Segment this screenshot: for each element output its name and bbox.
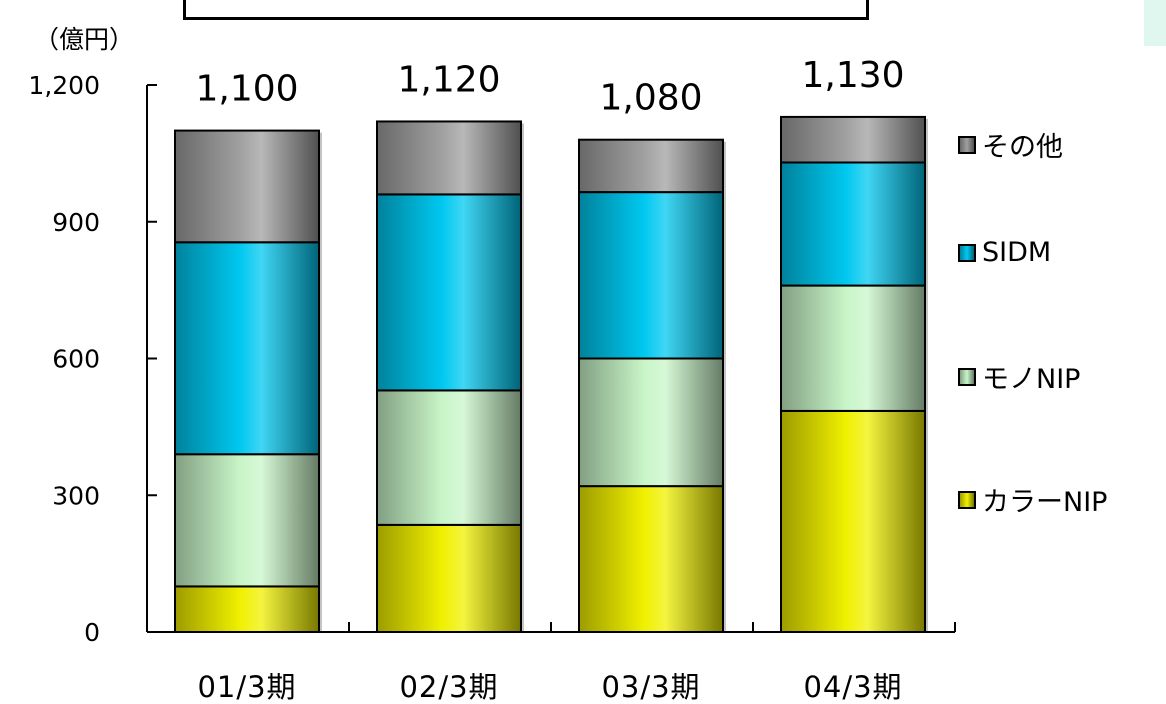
y-tick-label: 1,200 bbox=[28, 71, 100, 100]
bar-segment bbox=[578, 357, 724, 488]
bar-segment bbox=[578, 485, 724, 633]
bar-segment bbox=[780, 409, 926, 633]
bar-segment bbox=[376, 389, 522, 526]
bar-segment bbox=[376, 523, 522, 633]
legend-item: SIDM bbox=[958, 237, 1051, 268]
bar-total-label: 1,080 bbox=[599, 78, 702, 119]
legend-item: その他 bbox=[958, 125, 1063, 164]
bar-segment bbox=[174, 241, 320, 456]
x-tick-label: 01/3期 bbox=[197, 670, 296, 704]
legend-swatch bbox=[958, 243, 976, 262]
legend-label: その他 bbox=[982, 132, 1063, 163]
y-tick-label: 900 bbox=[52, 208, 100, 237]
y-tick-label: 300 bbox=[52, 481, 100, 510]
legend-item: カラーNIP bbox=[958, 480, 1107, 519]
legend-item: モノNIP bbox=[958, 357, 1080, 396]
legend-label: SIDM bbox=[982, 237, 1052, 268]
y-axis-unit-label: （億円） bbox=[34, 25, 135, 54]
y-tick-label: 0 bbox=[84, 618, 100, 647]
x-tick-label: 04/3期 bbox=[803, 670, 902, 704]
bar-segment bbox=[174, 453, 320, 588]
legend-swatch bbox=[958, 135, 976, 154]
bar-segment bbox=[578, 191, 724, 360]
legend-label: カラーNIP bbox=[982, 487, 1108, 518]
bar-segment bbox=[780, 161, 926, 287]
bar-segment bbox=[578, 138, 724, 194]
bar-total-label: 1,130 bbox=[801, 55, 904, 96]
y-tick-label: 600 bbox=[52, 345, 100, 374]
bar-total-label: 1,120 bbox=[397, 59, 500, 100]
bar-total-label: 1,100 bbox=[195, 69, 298, 110]
bar-segment bbox=[780, 115, 926, 164]
bar-segment bbox=[376, 120, 522, 196]
bar-segment bbox=[174, 129, 320, 244]
x-tick-label: 03/3期 bbox=[601, 670, 700, 704]
bar-segment bbox=[174, 585, 320, 634]
bar-segment bbox=[780, 284, 926, 412]
x-tick-label: 02/3期 bbox=[399, 670, 498, 704]
bar-segment bbox=[376, 193, 522, 392]
legend-swatch bbox=[958, 367, 976, 386]
corner-decoration bbox=[1144, 0, 1166, 46]
header-frame bbox=[183, 0, 869, 20]
legend-swatch bbox=[958, 490, 976, 509]
legend-label: モノNIP bbox=[982, 364, 1081, 395]
